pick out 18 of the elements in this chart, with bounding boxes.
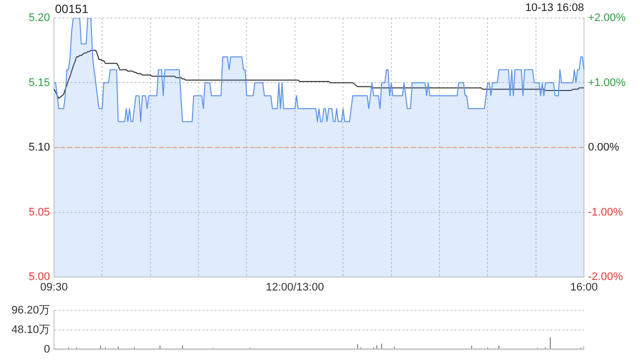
- x-tick-label: 09:30: [40, 282, 68, 294]
- y-tick-label: 96.20万: [11, 304, 50, 317]
- y2-tick-label: -1.00%: [588, 206, 624, 218]
- y2-tick-label: -2.00%: [588, 271, 624, 284]
- y-tick-label: 5.20: [28, 12, 50, 24]
- y2-tick-label: 0.00%: [588, 142, 620, 154]
- y-tick-label: 48.10万: [11, 324, 50, 336]
- x-tick-label: 16:00: [570, 282, 598, 294]
- x-tick-label: 12:00/13:00: [266, 282, 324, 294]
- y2-tick-label: +2.00%: [588, 12, 626, 24]
- chart-title: 00151: [55, 2, 88, 16]
- y-tick-label: 0: [44, 343, 50, 356]
- y-tick-label: 5.10: [28, 142, 50, 154]
- y2-tick-label: +1.00%: [588, 76, 626, 89]
- y-tick-label: 5.05: [28, 206, 50, 218]
- y-tick-label: 5.15: [28, 76, 50, 89]
- text: 10-13 16:08: [525, 2, 584, 14]
- y-tick-label: 5.00: [28, 271, 50, 284]
